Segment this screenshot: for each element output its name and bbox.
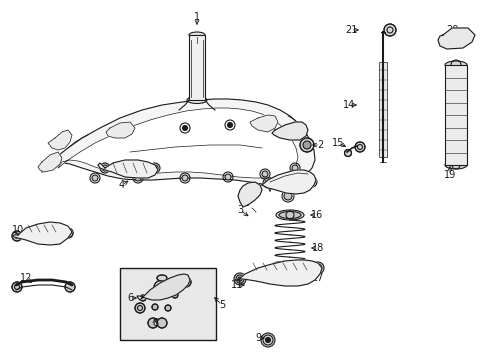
Ellipse shape <box>154 280 172 294</box>
Polygon shape <box>238 182 262 207</box>
Text: 4: 4 <box>119 180 125 190</box>
Bar <box>189 35 204 100</box>
Circle shape <box>306 177 316 187</box>
Circle shape <box>12 282 22 292</box>
Polygon shape <box>234 260 321 286</box>
Text: 5: 5 <box>219 300 224 310</box>
Circle shape <box>92 175 98 181</box>
Circle shape <box>299 138 313 152</box>
Circle shape <box>238 277 242 281</box>
Ellipse shape <box>186 96 206 104</box>
Circle shape <box>135 175 141 181</box>
Text: 7: 7 <box>179 280 185 290</box>
Polygon shape <box>58 108 297 178</box>
Ellipse shape <box>275 210 304 220</box>
Text: 8: 8 <box>152 318 158 328</box>
Ellipse shape <box>279 212 301 219</box>
Circle shape <box>135 303 145 313</box>
Circle shape <box>234 273 245 285</box>
Circle shape <box>140 295 146 301</box>
Circle shape <box>263 178 272 188</box>
Bar <box>378 62 386 157</box>
Circle shape <box>224 174 230 180</box>
Text: 18: 18 <box>311 243 324 253</box>
Text: 10: 10 <box>12 225 24 235</box>
Text: 2: 2 <box>316 140 323 150</box>
Ellipse shape <box>275 270 304 280</box>
Circle shape <box>311 262 324 274</box>
Text: 15: 15 <box>331 138 344 148</box>
Text: 21: 21 <box>344 25 356 35</box>
Text: 20: 20 <box>445 25 457 35</box>
Text: 11: 11 <box>230 280 243 290</box>
Circle shape <box>157 318 167 328</box>
Polygon shape <box>137 274 190 300</box>
Circle shape <box>265 338 270 342</box>
Ellipse shape <box>280 271 299 279</box>
Ellipse shape <box>444 61 466 69</box>
Polygon shape <box>48 130 72 150</box>
Polygon shape <box>38 152 62 172</box>
Circle shape <box>344 149 351 157</box>
Circle shape <box>181 277 191 287</box>
Circle shape <box>182 175 187 181</box>
Circle shape <box>148 318 158 328</box>
Polygon shape <box>106 122 135 138</box>
Circle shape <box>284 192 291 200</box>
Circle shape <box>182 126 187 131</box>
Text: 16: 16 <box>310 210 323 220</box>
Circle shape <box>262 171 267 177</box>
Bar <box>120 268 216 340</box>
Circle shape <box>291 165 297 171</box>
Circle shape <box>63 228 73 238</box>
Polygon shape <box>12 222 72 245</box>
Circle shape <box>65 282 75 292</box>
Circle shape <box>354 142 364 152</box>
Text: 13: 13 <box>264 180 276 190</box>
Circle shape <box>100 163 110 173</box>
Circle shape <box>383 24 395 36</box>
Ellipse shape <box>267 268 292 280</box>
Bar <box>444 65 466 165</box>
Circle shape <box>303 141 310 149</box>
Ellipse shape <box>444 161 466 169</box>
Circle shape <box>152 304 158 310</box>
Polygon shape <box>437 28 474 49</box>
Text: 1: 1 <box>194 12 200 22</box>
Polygon shape <box>42 99 314 184</box>
Circle shape <box>164 305 171 311</box>
Circle shape <box>227 122 232 127</box>
Circle shape <box>150 163 160 173</box>
Circle shape <box>12 231 22 241</box>
Circle shape <box>172 292 178 298</box>
Ellipse shape <box>157 275 167 281</box>
Polygon shape <box>98 160 158 178</box>
Circle shape <box>261 333 274 347</box>
Circle shape <box>449 32 461 44</box>
Polygon shape <box>271 122 307 140</box>
Text: 17: 17 <box>311 273 324 283</box>
Polygon shape <box>262 170 315 194</box>
Text: 19: 19 <box>443 170 455 180</box>
Text: 6: 6 <box>127 293 133 303</box>
Polygon shape <box>249 115 278 132</box>
Text: 14: 14 <box>342 100 354 110</box>
Text: 9: 9 <box>254 333 261 343</box>
Text: 12: 12 <box>20 273 32 283</box>
Ellipse shape <box>189 32 204 38</box>
Text: 3: 3 <box>237 205 243 215</box>
